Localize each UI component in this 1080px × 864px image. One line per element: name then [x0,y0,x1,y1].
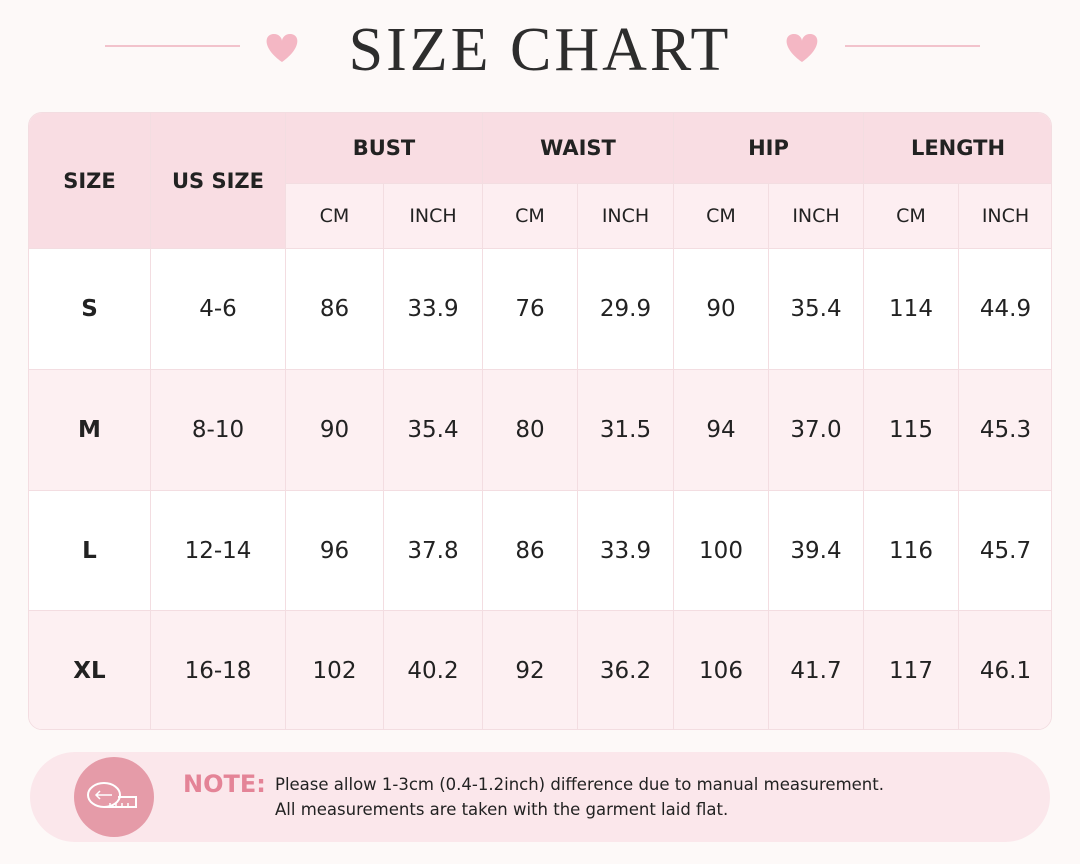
table-cell: 8-10 [151,370,286,491]
table-cell: 37.8 [384,491,483,611]
table-cell: 94 [674,370,769,491]
unit-header: CM [286,184,384,249]
unit-header: INCH [769,184,864,249]
table-cell: 4-6 [151,249,286,370]
table-cell: 41.7 [769,611,864,729]
table-cell: 86 [286,249,384,370]
table-cell: 35.4 [384,370,483,491]
header-cell: SIZE [29,113,151,249]
note-line: All measurements are taken with the garm… [275,800,729,819]
table-cell: 33.9 [384,249,483,370]
table-cell: 102 [286,611,384,729]
table-cell: 92 [483,611,578,729]
group-header: HIP [674,113,864,184]
table-cell: S [29,249,151,370]
group-header: WAIST [483,113,674,184]
table-cell: 45.7 [959,491,1051,611]
tape-icon [74,757,154,837]
table-cell: 12-14 [151,491,286,611]
table-cell: 35.4 [769,249,864,370]
table-cell: M [29,370,151,491]
table-cell: 80 [483,370,578,491]
table-cell: 100 [674,491,769,611]
table-cell: 90 [286,370,384,491]
unit-header: INCH [959,184,1051,249]
table-cell: 117 [864,611,959,729]
header-cell: US SIZE [151,113,286,249]
table-cell: L [29,491,151,611]
title: SIZE CHART [348,16,732,84]
table-cell: 31.5 [578,370,674,491]
table-cell: 29.9 [578,249,674,370]
table-cell: 37.0 [769,370,864,491]
table-cell: 33.9 [578,491,674,611]
unit-header: INCH [578,184,674,249]
table-cell: 44.9 [959,249,1051,370]
title-decoration [105,34,980,62]
table-cell: 39.4 [769,491,864,611]
note-box [30,752,1050,842]
unit-header: CM [674,184,769,249]
table-cell: 46.1 [959,611,1051,729]
size-table: SIZE US SIZE BUST WAIST HIP LENGTH CM INCH CM INC… [28,112,1052,730]
table-cell: 115 [864,370,959,491]
table-cell: 90 [674,249,769,370]
table-cell: XL [29,611,151,729]
group-header: BUST [286,113,483,184]
table-cell: 86 [483,491,578,611]
table-cell: 16-18 [151,611,286,729]
table-cell: 116 [864,491,959,611]
table-cell: 96 [286,491,384,611]
table-cell: 40.2 [384,611,483,729]
table-cell: 36.2 [578,611,674,729]
note-label: NOTE: [183,770,266,798]
table-cell: 106 [674,611,769,729]
unit-header: INCH [384,184,483,249]
table-cell: 45.3 [959,370,1051,491]
note-line: Please allow 1-3cm (0.4-1.2inch) differe… [275,775,884,794]
unit-header: CM [483,184,578,249]
group-header: LENGTH [864,113,1051,184]
table-cell: 114 [864,249,959,370]
table-cell: 76 [483,249,578,370]
unit-header: CM [864,184,959,249]
